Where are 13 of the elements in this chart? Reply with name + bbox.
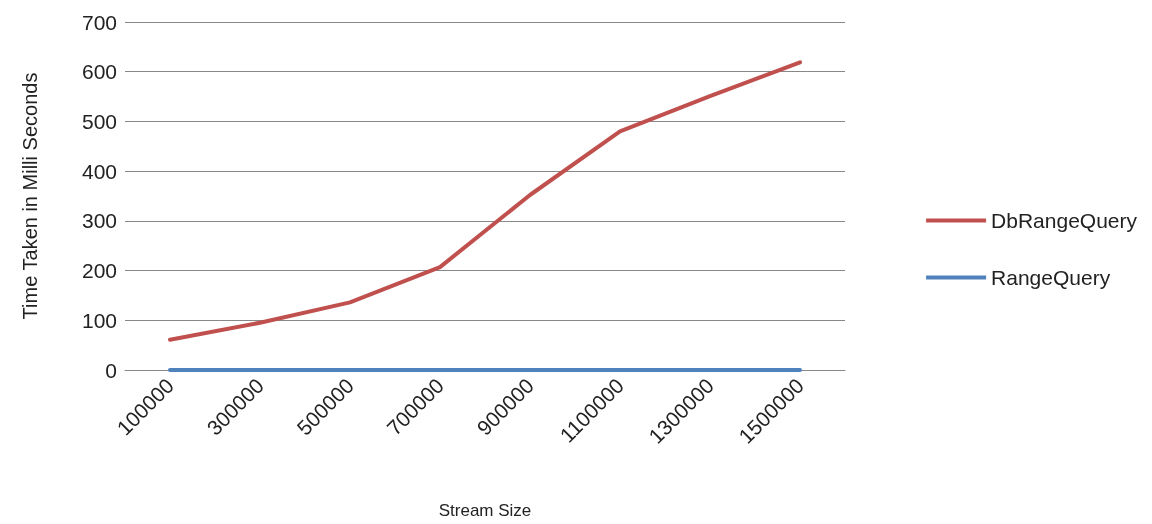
y-tick-label: 500 — [81, 109, 117, 133]
y-tick-label: 400 — [81, 159, 117, 183]
y-tick-label: 300 — [81, 209, 117, 233]
y-tick-label: 100 — [81, 308, 117, 332]
x-axis-title: Stream Size — [438, 501, 532, 520]
legend-label: RangeQuery — [991, 266, 1111, 289]
y-tick-label: 0 — [105, 358, 117, 382]
legend-label: DbRangeQuery — [991, 209, 1138, 232]
y-axis-title: Time Taken in Milli Seconds — [19, 72, 41, 320]
y-tick-label: 200 — [81, 259, 117, 283]
y-tick-label: 600 — [81, 60, 117, 84]
line-series — [168, 60, 802, 342]
y-tick-label: 700 — [81, 10, 117, 34]
